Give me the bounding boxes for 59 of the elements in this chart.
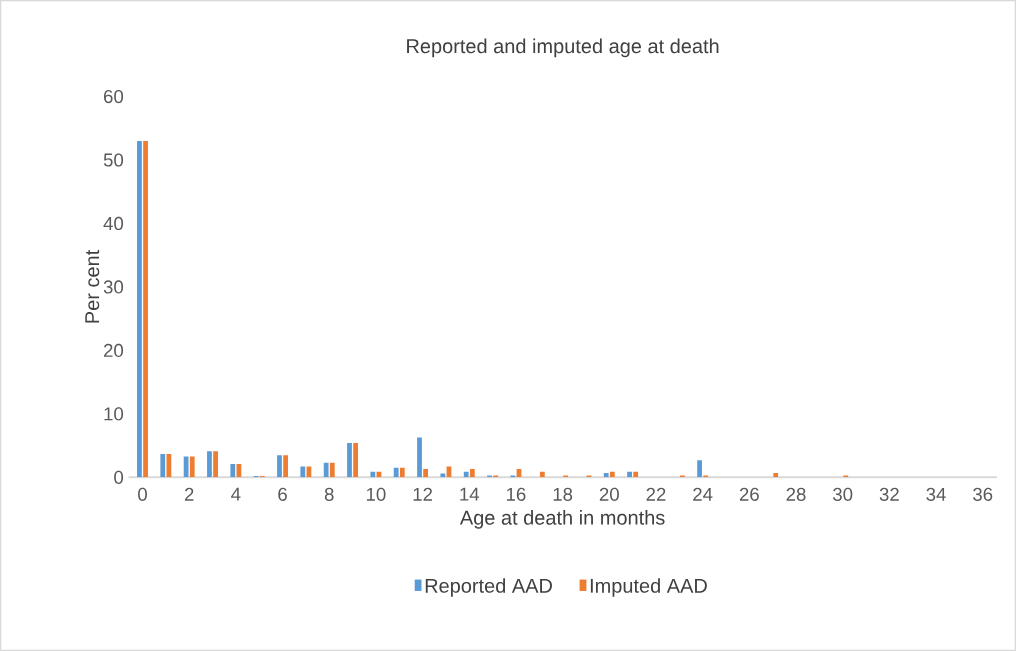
x-tick-label: 4 [231, 487, 241, 501]
y-tick-label: 30 [103, 280, 124, 294]
bar [417, 437, 422, 478]
y-axis-title: Per cent [85, 249, 100, 323]
bar [463, 471, 469, 478]
x-tick-label: 32 [879, 487, 899, 501]
y-tick-label: 60 [104, 89, 124, 104]
bar [539, 471, 545, 478]
bar [323, 462, 329, 478]
x-tick-label: 16 [506, 487, 526, 501]
bar [283, 455, 288, 478]
legend-label: Reported AAD [425, 578, 552, 597]
bar [160, 453, 166, 478]
bar [469, 469, 475, 478]
x-tick-label: 20 [599, 487, 619, 501]
x-tick-label: 6 [278, 487, 287, 501]
x-tick-label: 12 [413, 487, 433, 501]
bar [183, 456, 189, 478]
bar [603, 472, 609, 478]
x-tick-label: 26 [739, 487, 759, 501]
x-tick-label: 30 [833, 487, 853, 501]
bar [423, 469, 429, 478]
x-tick-label: 2 [184, 487, 194, 501]
bar [627, 471, 632, 478]
bar [230, 463, 236, 478]
y-tick-label: 50 [103, 153, 124, 167]
x-tick-label: 34 [926, 487, 946, 501]
bar [213, 451, 218, 478]
bar [697, 460, 702, 478]
bar [189, 456, 195, 478]
y-tick-label: 40 [103, 216, 124, 231]
x-tick-label: 10 [366, 487, 386, 501]
x-tick-label: 22 [646, 487, 666, 501]
legend-label: Imputed AAD [590, 578, 707, 597]
bar [207, 451, 212, 478]
bar [370, 471, 376, 478]
bar [277, 455, 282, 478]
bar [773, 472, 779, 478]
bar [393, 467, 399, 478]
bar [329, 462, 335, 478]
x-tick-label: 14 [460, 487, 480, 501]
bar [633, 471, 639, 478]
bar [353, 443, 359, 478]
y-tick-label: 0 [114, 470, 124, 484]
bar [609, 471, 615, 478]
bar [300, 466, 306, 478]
x-tick-label: 28 [786, 487, 806, 501]
x-tick-label: 36 [973, 487, 993, 501]
x-tick-label: 0 [138, 487, 147, 501]
x-axis-title: Age at death in months [459, 510, 665, 529]
chart-title: Reported and imputed age at death [407, 38, 719, 58]
x-tick-label: 18 [553, 487, 573, 501]
x-tick-label: 24 [693, 487, 713, 501]
x-tick-label: 8 [324, 487, 334, 501]
y-tick-label: 10 [104, 407, 124, 421]
bar [347, 443, 352, 478]
bar [399, 467, 405, 478]
bar [137, 140, 142, 478]
y-tick-label: 20 [104, 343, 124, 357]
